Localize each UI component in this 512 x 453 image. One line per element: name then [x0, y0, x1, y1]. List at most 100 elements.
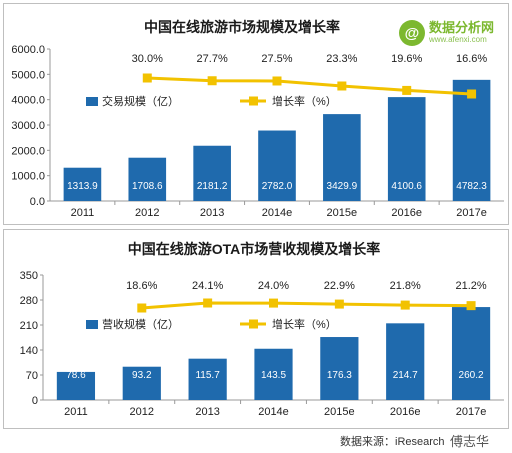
y-tick-label: 0.0 — [30, 196, 45, 208]
growth-value-label: 23.3% — [326, 53, 357, 65]
bar-value-label: 4100.6 — [391, 181, 422, 192]
ota-revenue-chart-panel: 中国在线旅游OTA市场营收规模及增长率 0 70 140 210 280 350 78.6 20… — [3, 229, 509, 429]
bar — [254, 348, 293, 400]
bar — [193, 145, 231, 201]
x-tick-label: 2015e — [327, 207, 358, 219]
x-tick-label: 2017e — [456, 207, 487, 219]
legend-line-marker — [249, 319, 258, 329]
bar — [387, 97, 426, 201]
x-tick-label: 2012 — [130, 406, 154, 418]
legend-bar-label: 营收规模（亿） — [102, 317, 179, 331]
bar-value-label: 78.6 — [66, 370, 86, 381]
growth-point — [203, 298, 213, 308]
growth-point — [207, 76, 217, 86]
footer: 数据来源：iResearch 傅志华 — [0, 431, 512, 453]
y-tick-label: 140 — [20, 345, 38, 357]
y-tick-label: 2000.0 — [11, 145, 45, 157]
at-sign-icon: @ — [398, 20, 425, 46]
growth-point — [337, 81, 347, 91]
y-tick-label: 6000.0 — [11, 44, 45, 56]
bar-value-label: 1313.9 — [67, 181, 98, 192]
growth-point — [402, 85, 412, 95]
logo-url: www.afenxi.com — [428, 34, 487, 44]
bar — [451, 307, 491, 400]
x-tick-label: 2017e — [456, 406, 487, 418]
bar-value-label: 176.3 — [327, 370, 352, 381]
growth-point — [269, 298, 278, 308]
growth-value-label: 16.6% — [456, 53, 487, 65]
growth-value-label: 22.9% — [324, 280, 355, 292]
x-tick-label: 2014e — [262, 207, 293, 219]
y-tick-label: 0 — [32, 395, 38, 407]
bar-value-label: 260.2 — [459, 370, 484, 381]
bar — [386, 323, 425, 400]
legend-line-label: 增长率（%） — [272, 94, 337, 108]
bar — [258, 130, 296, 201]
source-text: 数据来源：iResearch — [340, 436, 445, 448]
x-tick-label: 2011 — [71, 207, 95, 219]
x-tick-label: 2013 — [195, 406, 219, 418]
market-size-chart-panel: 中国在线旅游市场规模及增长率 0.0 1000.0 2000.0 3000.0 4000.… — [3, 3, 509, 225]
y-tick-label: 4000.0 — [11, 95, 45, 107]
bar-value-label: 93.2 — [132, 370, 152, 381]
x-tick-label: 2013 — [200, 207, 224, 219]
x-tick-label: 2011 — [64, 406, 88, 418]
bar-value-label: 3429.9 — [327, 181, 358, 192]
growth-point — [272, 76, 282, 86]
x-tick-label: 2014e — [258, 406, 289, 418]
legend-bar-label: 交易规模（亿） — [102, 94, 179, 108]
legend-bar-swatch — [86, 97, 98, 106]
legend-line-marker — [249, 96, 258, 106]
growth-value-label: 27.5% — [261, 53, 292, 65]
growth-point — [467, 89, 477, 99]
bar-value-label: 1708.6 — [132, 181, 163, 192]
bar-value-label: 115.7 — [195, 370, 220, 381]
x-tick-label: 2015e — [324, 406, 355, 418]
y-tick-label: 3000.0 — [11, 120, 45, 132]
x-tick-label: 2012 — [135, 207, 159, 219]
bar — [452, 79, 491, 201]
chart-title: 中国在线旅游OTA市场营收规模及增长率 — [128, 241, 381, 257]
ota-revenue-chart: 中国在线旅游OTA市场营收规模及增长率 0 70 140 210 280 350 78.6 20… — [20, 241, 504, 418]
bar-value-label: 214.7 — [393, 370, 418, 381]
market-size-chart: 中国在线旅游市场规模及增长率 0.0 1000.0 2000.0 3000.0 4000.… — [11, 19, 504, 219]
growth-point — [142, 73, 152, 83]
watermark-text: 傅志华 — [450, 434, 490, 449]
bar — [323, 114, 361, 201]
growth-line — [147, 76, 472, 96]
growth-value-label: 24.1% — [192, 280, 223, 292]
logo-name: 数据分析网 — [428, 20, 494, 36]
y-tick-label: 210 — [20, 320, 38, 332]
x-tick-label: 2016e — [391, 207, 422, 219]
bar-value-label: 143.5 — [261, 370, 286, 381]
afenxi-logo: @ 数据分析网 www.afenxi.com — [398, 20, 494, 46]
legend-bar-swatch — [86, 320, 98, 329]
y-tick-label: 70 — [26, 370, 38, 382]
growth-point — [137, 303, 147, 313]
bar — [122, 366, 161, 400]
x-tick-label: 2016e — [390, 406, 421, 418]
bar — [320, 337, 359, 400]
growth-point — [466, 301, 476, 311]
y-tick-label: 280 — [20, 295, 38, 307]
bar-value-label: 2782.0 — [262, 181, 293, 192]
growth-value-label: 30.0% — [132, 53, 163, 65]
chart-title: 中国在线旅游市场规模及增长率 — [144, 19, 340, 35]
y-tick-label: 5000.0 — [11, 69, 45, 81]
growth-value-label: 18.6% — [126, 280, 157, 292]
bar-value-label: 4782.3 — [456, 181, 487, 192]
y-tick-label: 1000.0 — [11, 171, 45, 183]
legend-line-label: 增长率（%） — [272, 317, 337, 331]
bar — [63, 167, 102, 201]
y-tick-label: 350 — [20, 270, 38, 282]
growth-value-label: 21.2% — [455, 280, 486, 292]
bar — [56, 371, 96, 400]
growth-value-label: 24.0% — [258, 280, 289, 292]
growth-value-label: 19.6% — [391, 53, 422, 65]
growth-value-label: 27.7% — [197, 53, 228, 65]
growth-line — [141, 301, 472, 310]
growth-point — [334, 299, 344, 309]
growth-point — [400, 300, 410, 310]
bar-value-label: 2181.2 — [197, 181, 228, 192]
bar — [188, 358, 227, 400]
